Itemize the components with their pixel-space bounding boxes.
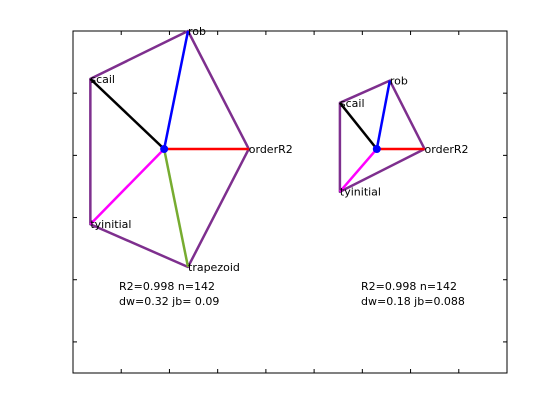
- spoke-rob: [162, 30, 190, 150]
- spoke-label-scail: scail: [340, 97, 365, 110]
- stats-line-2: dw=0.32 jb= 0.09: [119, 295, 219, 308]
- spoke-rob: [375, 80, 392, 150]
- stats-line-1: R2=0.998 n=142: [119, 280, 215, 293]
- radar-diagram-1: orderR2 rob scail tyinitial trapezoid R2=0.99…: [89, 25, 293, 308]
- spoke-label-orderR2: orderR2: [249, 143, 293, 156]
- spoke-trapezoid: [162, 148, 190, 268]
- axes-box: [72, 30, 508, 374]
- plot-area: orderR2 rob scail tyinitial trapezoid R2=0.99…: [89, 25, 469, 308]
- spoke-label-orderR2: orderR2: [425, 143, 469, 156]
- spoke-scail: [338, 102, 378, 150]
- spoke-scail: [89, 77, 166, 150]
- spoke-label-scail: scail: [90, 73, 115, 86]
- spoke-tyinitial: [89, 148, 166, 226]
- spoke-label-tyinitial: tyinitial: [340, 186, 381, 199]
- axis-ticks: [73, 31, 507, 373]
- radar-diagram-2: orderR2 rob scail tyinitial R2=0.998 n=142 dw…: [338, 75, 469, 308]
- spoke-label-trapezoid: trapezoid: [188, 261, 240, 274]
- stats-line-2: dw=0.18 jb=0.088: [361, 295, 465, 308]
- hub-point: [372, 144, 381, 153]
- spoke-label-tyinitial: tyinitial: [90, 218, 131, 231]
- spoke-tyinitial: [338, 148, 378, 193]
- spoke-label-rob: rob: [188, 25, 206, 38]
- stats-line-1: R2=0.998 n=142: [361, 280, 457, 293]
- spoke-label-rob: rob: [390, 75, 408, 88]
- hub-point: [160, 144, 169, 153]
- outline-polygon: [89, 29, 251, 269]
